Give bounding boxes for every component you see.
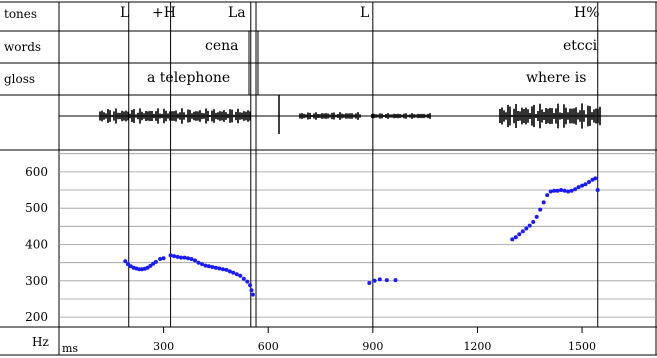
pitch-point [245, 279, 250, 284]
pitch-point [555, 188, 560, 193]
pitch-point [210, 265, 215, 269]
pitch-point [200, 262, 204, 267]
y-unit-label: Hz [32, 335, 49, 349]
pitch-point [384, 278, 389, 283]
pitch-point [541, 200, 546, 205]
pitch-point [595, 188, 600, 192]
pitch-point [552, 188, 557, 193]
pitch-point [196, 260, 201, 265]
tone-L-1: L [120, 5, 130, 21]
pitch-point [189, 257, 194, 261]
x-tick-label: 900 [362, 340, 383, 353]
pitch-point [531, 220, 536, 224]
pitch-point [161, 256, 166, 261]
pitch-point [248, 283, 253, 288]
tone-plus-H: +H [152, 5, 176, 21]
pitch-point [372, 278, 377, 283]
pitch-point [217, 266, 222, 271]
pitch-point [186, 256, 190, 261]
pitch-point [153, 259, 158, 264]
pitch-point [538, 207, 543, 212]
pitch-point [517, 232, 522, 237]
pitch-point [569, 188, 574, 193]
pitch-point [123, 259, 128, 264]
pitch-point [545, 193, 550, 198]
gloss-a-telephone: a telephone [147, 70, 231, 86]
tone-La: La [228, 5, 246, 21]
x-tick-label: 1500 [568, 340, 596, 353]
pitch-point [513, 235, 518, 240]
pitch-point [168, 253, 173, 258]
pitch-point [193, 258, 197, 263]
pitch-point [145, 265, 150, 270]
pitch-point [158, 257, 163, 261]
pitch-point [175, 254, 180, 259]
pitch-point [587, 180, 591, 184]
pitch-point [583, 182, 588, 187]
pitch-point [238, 273, 243, 278]
pitch-point [524, 226, 529, 231]
waveform-segment [99, 108, 251, 124]
pitch-point [179, 255, 183, 260]
pitch-point [576, 185, 581, 190]
pitch-point [548, 189, 553, 194]
gloss-where-is: where is [526, 70, 587, 86]
pitch-point [249, 288, 254, 293]
x-unit-label: ms [62, 342, 78, 355]
pitch-point [172, 254, 177, 259]
pitch-point [206, 264, 211, 269]
pitch-point [510, 237, 515, 242]
pitch-point [203, 263, 208, 268]
y-tick-label: 400 [25, 238, 48, 252]
pitch-point [393, 278, 398, 283]
pitch-point [573, 187, 578, 192]
x-tick-label: 300 [153, 340, 174, 353]
pitch-point [566, 189, 571, 194]
pitch-point [559, 188, 564, 192]
pitch-point [137, 267, 142, 272]
pitch-point [151, 261, 156, 266]
y-tick-label: 500 [25, 201, 48, 215]
waveform-segment [499, 103, 601, 129]
pitch-point [593, 176, 598, 181]
y-tick-label: 200 [25, 310, 48, 324]
tone-H-percent: H% [574, 5, 600, 21]
pitch-point [220, 267, 225, 272]
pitch-point [250, 292, 255, 297]
tier-label-tones: tones [4, 7, 38, 21]
y-tick-label: 300 [25, 274, 48, 288]
pitch-point [520, 229, 525, 234]
pitch-point [527, 223, 532, 228]
pitch-point [227, 269, 232, 274]
x-tick-label: 600 [258, 340, 279, 353]
pitch-point [213, 265, 218, 270]
pitch-point [224, 267, 229, 272]
outer-frame [58, 1, 657, 356]
pitch-point [126, 262, 130, 267]
waveform-segment [371, 113, 431, 119]
pitch-point [182, 255, 187, 260]
pitch-point [367, 281, 372, 285]
pitch-point [241, 276, 246, 281]
pitch-point [562, 188, 567, 193]
y-tick-label: 600 [25, 165, 48, 179]
word-cena: cena [205, 38, 239, 54]
tier-label-words: words [4, 40, 42, 54]
word-etcci: etcci [563, 38, 598, 54]
tone-L-2: L [360, 5, 370, 21]
pitch-point [377, 277, 382, 282]
pitch-point [148, 263, 153, 268]
x-tick-label: 1200 [463, 340, 491, 353]
pitch-point [534, 214, 539, 219]
pitch-point [234, 272, 239, 277]
tier-label-gloss: gloss [4, 72, 36, 86]
pitch-point [231, 270, 236, 275]
waveform-segment [299, 112, 361, 120]
pitch-point [580, 183, 585, 188]
